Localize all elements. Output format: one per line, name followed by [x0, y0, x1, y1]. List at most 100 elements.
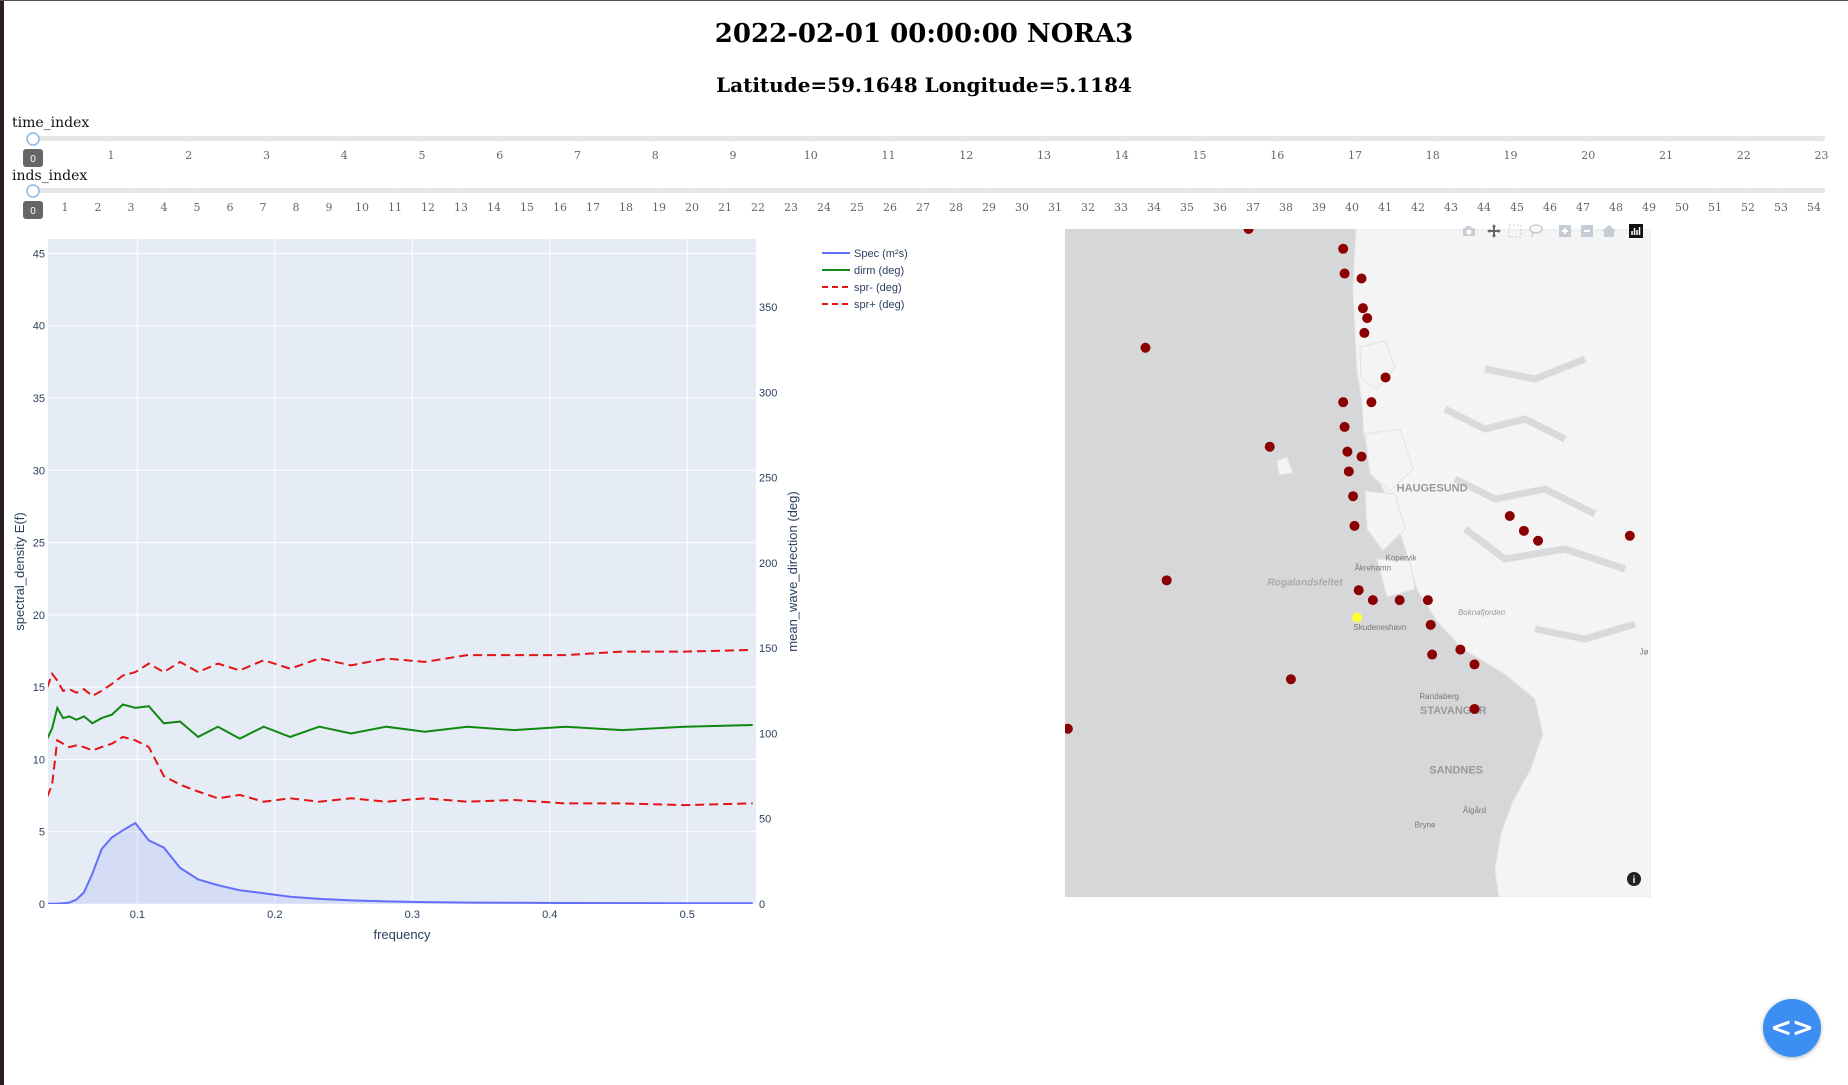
slider-step-label[interactable]: 10: [355, 201, 369, 214]
slider-step-label[interactable]: 44: [1477, 201, 1491, 214]
slider-step-label[interactable]: 8: [293, 201, 300, 214]
slider-step-label[interactable]: 5: [194, 201, 201, 214]
station-point[interactable]: [1285, 674, 1296, 685]
box-select-icon[interactable]: [1507, 223, 1523, 239]
slider-step-label[interactable]: 42: [1411, 201, 1425, 214]
slider-step-label[interactable]: 18: [619, 201, 633, 214]
station-point[interactable]: [1359, 327, 1370, 338]
slider-step-label[interactable]: 40: [1345, 201, 1359, 214]
lasso-select-icon[interactable]: [1528, 223, 1544, 239]
slider-step-label[interactable]: 48: [1609, 201, 1623, 214]
slider-step-label[interactable]: 18: [1426, 149, 1440, 162]
slider-step-label[interactable]: 6: [496, 149, 503, 162]
slider-step-label[interactable]: 28: [949, 201, 963, 214]
slider-step-label[interactable]: 16: [1270, 149, 1284, 162]
slider-step-label[interactable]: 15: [520, 201, 534, 214]
slider-step-label[interactable]: 49: [1642, 201, 1656, 214]
slider-step-label[interactable]: 4: [161, 201, 168, 214]
slider-step-label[interactable]: 15: [1193, 149, 1207, 162]
slider-step-label[interactable]: 9: [326, 201, 333, 214]
zoom-out-icon[interactable]: [1579, 223, 1595, 239]
slider-step-label[interactable]: 3: [128, 201, 135, 214]
slider-step-label[interactable]: 30: [1015, 201, 1029, 214]
station-point[interactable]: [1343, 466, 1354, 477]
zoom-in-icon[interactable]: [1557, 223, 1573, 239]
home-icon[interactable]: [1601, 223, 1617, 239]
slider-step-label[interactable]: 5: [419, 149, 426, 162]
station-point[interactable]: [1367, 595, 1378, 606]
slider-step-label[interactable]: 8: [652, 149, 659, 162]
slider-step-label[interactable]: 22: [1737, 149, 1751, 162]
station-point[interactable]: [1624, 530, 1635, 541]
slider-step-label[interactable]: 53: [1774, 201, 1788, 214]
station-point[interactable]: [1422, 595, 1433, 606]
slider-step-label[interactable]: 1: [108, 149, 115, 162]
station-point[interactable]: [1339, 268, 1350, 279]
station-point[interactable]: [1342, 446, 1353, 457]
slider-step-label[interactable]: 46: [1543, 201, 1557, 214]
slider-step-label[interactable]: 50: [1675, 201, 1689, 214]
slider-step-label[interactable]: 20: [1581, 149, 1595, 162]
station-point[interactable]: [1140, 342, 1151, 353]
slider-step-label[interactable]: 52: [1741, 201, 1755, 214]
slider-step-label[interactable]: 34: [1147, 201, 1161, 214]
station-point[interactable]: [1161, 575, 1172, 586]
slider-step-label[interactable]: 13: [1037, 149, 1051, 162]
slider-step-label[interactable]: 2: [95, 201, 102, 214]
slider-step-label[interactable]: 22: [751, 201, 765, 214]
slider-step-label[interactable]: 19: [1504, 149, 1518, 162]
station-point[interactable]: [1338, 243, 1349, 254]
station-point[interactable]: [1533, 535, 1544, 546]
station-point[interactable]: [1469, 703, 1480, 714]
slider-step-label[interactable]: 32: [1081, 201, 1095, 214]
slider-step-label[interactable]: 47: [1576, 201, 1590, 214]
slider-step-label[interactable]: 45: [1510, 201, 1524, 214]
slider-step-label[interactable]: 7: [574, 149, 581, 162]
slider-step-label[interactable]: 10: [804, 149, 818, 162]
slider-step-label[interactable]: 16: [553, 201, 567, 214]
slider-step-label[interactable]: 23: [1815, 149, 1829, 162]
slider-step-label[interactable]: 27: [916, 201, 930, 214]
station-point[interactable]: [1518, 525, 1529, 536]
slider-handle[interactable]: [26, 184, 40, 198]
station-point[interactable]: [1339, 421, 1350, 432]
station-point[interactable]: [1356, 451, 1367, 462]
slider-step-label[interactable]: 39: [1312, 201, 1326, 214]
station-point[interactable]: [1243, 229, 1254, 234]
legend-label[interactable]: spr+ (deg): [854, 299, 904, 311]
station-point[interactable]: [1366, 397, 1377, 408]
slider-step-label[interactable]: 17: [1348, 149, 1362, 162]
slider-step-label[interactable]: 17: [586, 201, 600, 214]
slider-handle[interactable]: [26, 132, 40, 146]
station-point[interactable]: [1394, 595, 1405, 606]
slider-step-label[interactable]: 21: [1659, 149, 1673, 162]
map-attribution-info-icon[interactable]: [1627, 872, 1641, 886]
slider-step-label[interactable]: 2: [185, 149, 192, 162]
camera-icon[interactable]: [1461, 223, 1477, 239]
slider-step-label[interactable]: 21: [718, 201, 732, 214]
slider-step-label[interactable]: 14: [1115, 149, 1129, 162]
station-point[interactable]: [1357, 303, 1368, 314]
station-point[interactable]: [1380, 372, 1391, 383]
slider-step-label[interactable]: 6: [227, 201, 234, 214]
station-point[interactable]: [1455, 644, 1466, 655]
station-point[interactable]: [1469, 659, 1480, 670]
slider-step-label[interactable]: 13: [454, 201, 468, 214]
slider-rail[interactable]: [33, 188, 1825, 193]
slider-step-label[interactable]: 24: [817, 201, 831, 214]
station-point[interactable]: [1348, 491, 1359, 502]
plotly-logo-icon[interactable]: [1628, 223, 1644, 239]
slider-step-label[interactable]: 4: [341, 149, 348, 162]
slider-step-label[interactable]: 43: [1444, 201, 1458, 214]
station-point[interactable]: [1065, 723, 1073, 734]
legend-label[interactable]: spr- (deg): [854, 282, 902, 294]
legend-label[interactable]: Spec (m²s): [854, 248, 908, 260]
slider-rail[interactable]: [33, 136, 1825, 141]
code-toggle-button[interactable]: <>: [1763, 999, 1821, 1057]
legend-label[interactable]: dirm (deg): [854, 265, 904, 277]
slider-step-label[interactable]: 11: [388, 201, 402, 214]
station-point[interactable]: [1349, 520, 1360, 531]
slider-step-label[interactable]: 23: [784, 201, 798, 214]
